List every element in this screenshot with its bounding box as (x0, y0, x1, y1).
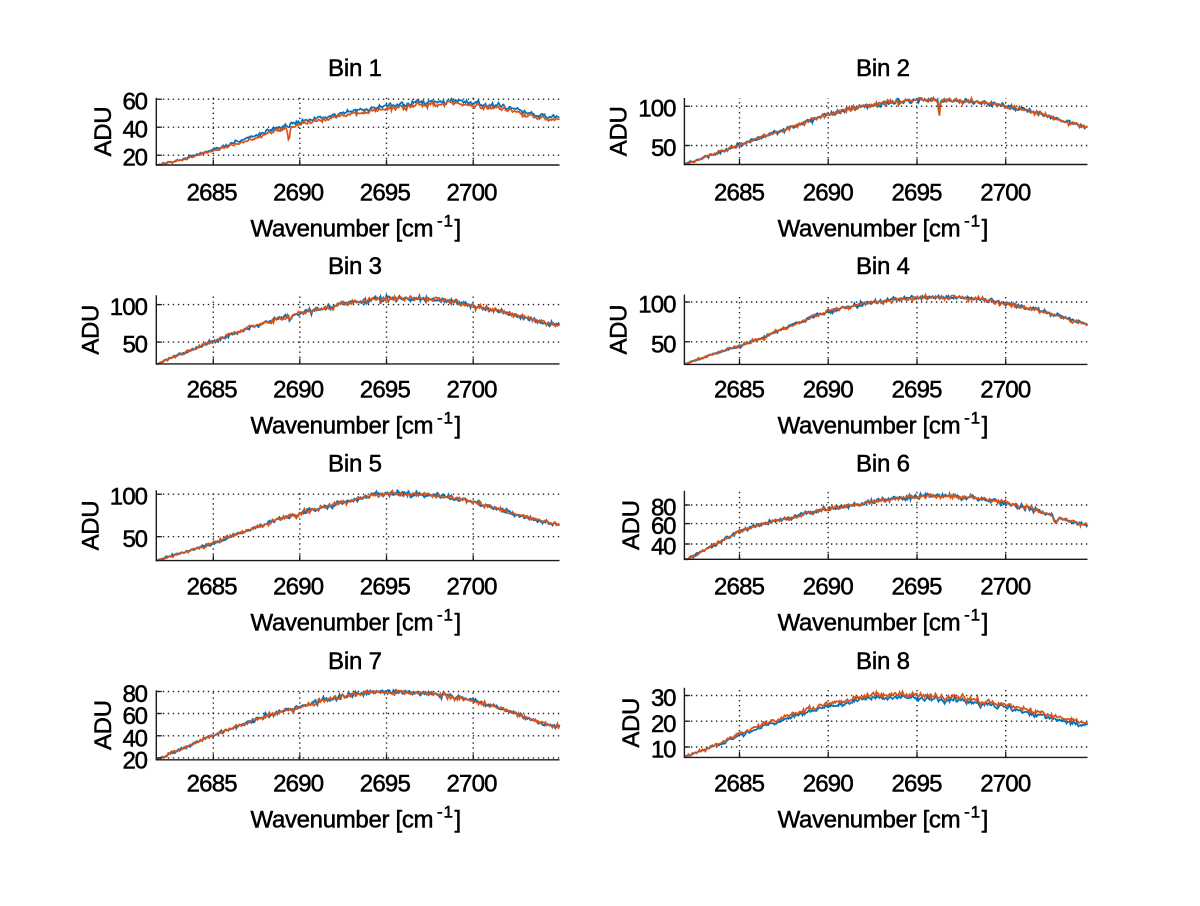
svg-text:ADU: ADU (618, 500, 645, 550)
svg-text:-1: -1 (964, 803, 980, 822)
svg-text:40: 40 (123, 117, 149, 144)
svg-text:]: ] (982, 610, 989, 637)
svg-text:2685: 2685 (187, 377, 238, 404)
svg-text:Bin 1: Bin 1 (328, 55, 382, 82)
svg-text:ADU: ADU (605, 305, 632, 355)
svg-text:50: 50 (651, 135, 677, 162)
svg-text:100: 100 (638, 292, 676, 319)
svg-text:2695: 2695 (892, 377, 943, 404)
svg-text:2690: 2690 (273, 180, 324, 207)
svg-text:60: 60 (123, 703, 149, 730)
svg-text:2685: 2685 (187, 574, 238, 601)
svg-text:-1: -1 (964, 409, 980, 428)
svg-text:2685: 2685 (714, 377, 765, 404)
svg-text:2685: 2685 (714, 574, 765, 601)
svg-text:2700: 2700 (447, 377, 498, 404)
svg-text:100: 100 (110, 484, 148, 511)
svg-text:2700: 2700 (447, 180, 498, 207)
svg-text:40: 40 (123, 725, 149, 752)
svg-text:20: 20 (123, 747, 149, 774)
svg-text:2690: 2690 (273, 771, 324, 798)
svg-text:2700: 2700 (980, 377, 1031, 404)
svg-text:Wavenumber [cm: Wavenumber [cm (251, 216, 434, 243)
svg-text:Wavenumber [cm: Wavenumber [cm (778, 413, 961, 440)
svg-text:2685: 2685 (714, 771, 765, 798)
svg-text:2695: 2695 (360, 771, 411, 798)
svg-text:2685: 2685 (187, 771, 238, 798)
svg-text:ADU: ADU (605, 106, 632, 156)
svg-text:]: ] (455, 216, 462, 243)
svg-text:50: 50 (123, 332, 149, 359)
svg-text:2695: 2695 (892, 180, 943, 207)
svg-text:-1: -1 (437, 212, 453, 231)
svg-text:Bin 3: Bin 3 (328, 253, 382, 280)
svg-text:2700: 2700 (980, 574, 1031, 601)
svg-text:2690: 2690 (803, 180, 854, 207)
svg-text:2700: 2700 (980, 180, 1031, 207)
svg-text:2695: 2695 (360, 574, 411, 601)
svg-text:2700: 2700 (980, 771, 1031, 798)
svg-text:Wavenumber [cm: Wavenumber [cm (778, 216, 961, 243)
svg-text:-1: -1 (964, 606, 980, 625)
svg-text:Bin 5: Bin 5 (328, 451, 382, 478)
svg-text:-1: -1 (437, 409, 453, 428)
svg-text:Bin 2: Bin 2 (856, 55, 910, 82)
svg-text:2690: 2690 (273, 574, 324, 601)
svg-text:]: ] (982, 413, 989, 440)
svg-text:50: 50 (651, 331, 677, 358)
svg-text:2690: 2690 (803, 771, 854, 798)
svg-text:100: 100 (110, 294, 148, 321)
svg-text:2700: 2700 (447, 574, 498, 601)
svg-text:Wavenumber [cm: Wavenumber [cm (251, 413, 434, 440)
svg-text:80: 80 (123, 681, 149, 708)
svg-text:Wavenumber [cm: Wavenumber [cm (778, 807, 961, 834)
svg-text:30: 30 (651, 685, 677, 712)
svg-text:2690: 2690 (273, 377, 324, 404)
svg-text:Wavenumber [cm: Wavenumber [cm (251, 610, 434, 637)
svg-text:2700: 2700 (447, 771, 498, 798)
svg-text:]: ] (982, 807, 989, 834)
svg-text:Bin 6: Bin 6 (856, 451, 910, 478)
svg-text:]: ] (982, 216, 989, 243)
svg-text:-1: -1 (437, 803, 453, 822)
svg-text:60: 60 (123, 89, 149, 116)
svg-text:2695: 2695 (892, 771, 943, 798)
svg-text:2690: 2690 (803, 377, 854, 404)
svg-text:20: 20 (651, 711, 677, 738)
svg-text:ADU: ADU (90, 700, 117, 750)
svg-text:2695: 2695 (360, 180, 411, 207)
svg-text:2695: 2695 (892, 574, 943, 601)
svg-text:2685: 2685 (187, 180, 238, 207)
svg-text:-1: -1 (964, 212, 980, 231)
svg-text:80: 80 (651, 495, 677, 522)
svg-text:60: 60 (651, 513, 677, 540)
svg-text:ADU: ADU (77, 305, 104, 355)
svg-text:]: ] (455, 610, 462, 637)
svg-text:100: 100 (638, 96, 676, 123)
svg-text:ADU: ADU (77, 500, 104, 550)
svg-text:50: 50 (123, 526, 149, 553)
svg-text:-1: -1 (437, 606, 453, 625)
svg-text:ADU: ADU (618, 698, 645, 748)
svg-text:ADU: ADU (90, 106, 117, 156)
svg-text:]: ] (455, 807, 462, 834)
svg-text:Bin 7: Bin 7 (328, 648, 382, 675)
svg-text:20: 20 (123, 145, 149, 172)
svg-text:2695: 2695 (360, 377, 411, 404)
svg-text:10: 10 (651, 737, 677, 764)
svg-text:2690: 2690 (803, 574, 854, 601)
svg-text:2685: 2685 (714, 180, 765, 207)
svg-text:]: ] (455, 413, 462, 440)
svg-text:40: 40 (651, 534, 677, 561)
svg-text:Bin 8: Bin 8 (856, 648, 910, 675)
svg-text:Wavenumber [cm: Wavenumber [cm (778, 610, 961, 637)
svg-text:Bin 4: Bin 4 (856, 253, 910, 280)
svg-text:Wavenumber [cm: Wavenumber [cm (251, 807, 434, 834)
